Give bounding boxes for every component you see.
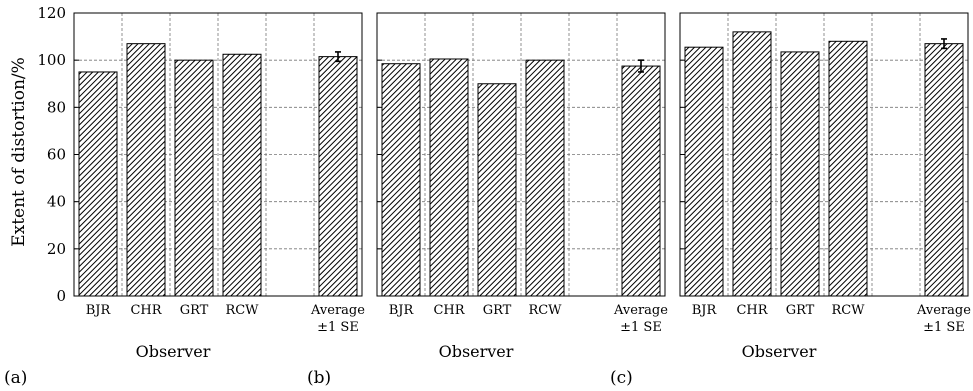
x-tick-label: BJR	[86, 303, 112, 318]
y-tick-label: 0	[56, 287, 66, 305]
y-tick-label: 100	[37, 51, 66, 69]
x-tick-label: ±1 SE	[317, 320, 359, 335]
x-tick-label: BJR	[389, 303, 415, 318]
panel-label: (a)	[4, 368, 27, 388]
bar-grt	[477, 83, 517, 297]
y-tick-label: 40	[47, 193, 66, 211]
y-axis-title: Extent of distortion/%	[9, 57, 29, 247]
x-tick-label: CHR	[130, 303, 162, 318]
x-tick-label: CHR	[736, 303, 768, 318]
bar-rcw	[525, 59, 565, 297]
bar-chr	[126, 43, 166, 297]
x-tick-label: GRT	[786, 303, 815, 318]
y-tick-label: 20	[47, 240, 66, 258]
x-tick-label: RCW	[831, 303, 865, 318]
bar-chr	[429, 58, 469, 297]
y-tick-label: 60	[47, 146, 66, 164]
x-tick-label: GRT	[180, 303, 209, 318]
x-tick-label: RCW	[225, 303, 259, 318]
bar-average-1-se	[621, 65, 661, 297]
bar-bjr	[381, 63, 421, 297]
bar-grt	[174, 59, 214, 297]
x-tick-label: GRT	[483, 303, 512, 318]
bar-average-1-se	[318, 56, 358, 297]
bar-grt	[780, 51, 820, 297]
bar-bjr	[78, 71, 118, 297]
panel-a: 0 20 40 60 80 100 120 BJR CHR GRT RCW Average ±1 SE O…	[4, 4, 365, 388]
x-tick-label: RCW	[528, 303, 562, 318]
x-axis-title: Observer	[439, 342, 514, 361]
x-axis-title: Observer	[136, 342, 211, 361]
x-tick-label: ±1 SE	[923, 320, 965, 335]
x-tick-label: ±1 SE	[620, 320, 662, 335]
bar-rcw	[222, 53, 262, 297]
y-tick-label: 120	[37, 4, 66, 22]
bar-rcw	[828, 40, 868, 297]
x-tick-label: CHR	[433, 303, 465, 318]
panel-label: (b)	[307, 368, 331, 388]
x-axis-title: Observer	[742, 342, 817, 361]
panel-c: BJR CHR GRT RCW Average ±1 SE Observer (c)	[610, 12, 971, 388]
bar-average-1-se	[924, 43, 964, 297]
bar-bjr	[684, 46, 724, 297]
y-tick-label: 80	[47, 98, 66, 116]
x-tick-label: BJR	[692, 303, 718, 318]
panel-label: (c)	[610, 368, 633, 388]
x-tick-label: Average	[310, 303, 365, 318]
x-tick-label: Average	[613, 303, 668, 318]
bar-chr	[732, 31, 772, 297]
panel-b: BJR CHR GRT RCW Average ±1 SE Observer (b)	[307, 12, 668, 388]
x-tick-label: Average	[916, 303, 971, 318]
